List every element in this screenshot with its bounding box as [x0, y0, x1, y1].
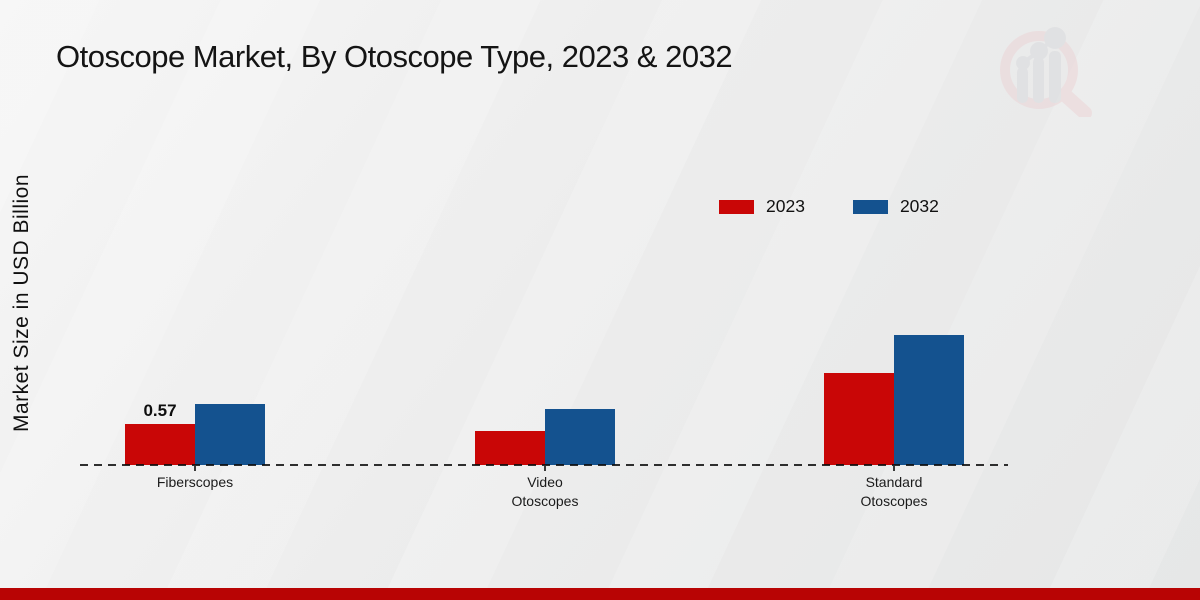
bar-2032-video-otoscopes — [545, 409, 615, 465]
legend-item-2023: 2023 — [719, 196, 805, 217]
category-label-standard-otoscopes: Standard Otoscopes — [860, 474, 928, 509]
x-axis-tick — [893, 466, 895, 471]
market-research-chart-magnifier-logo-icon — [1000, 27, 1092, 120]
legend-item-2032: 2032 — [852, 196, 939, 217]
footer-bar — [0, 588, 1200, 600]
legend-label: 2023 — [766, 196, 805, 216]
brand-watermark — [993, 25, 1097, 122]
bar-2023-fiberscopes: 0.57 — [125, 401, 195, 465]
bar-2032-standard-otoscopes — [894, 335, 964, 465]
category-label-video-otoscopes: Video Otoscopes — [511, 474, 579, 509]
legend: 2023 2032 — [719, 196, 939, 217]
x-axis-baseline — [80, 464, 1008, 466]
x-axis-tick — [544, 466, 546, 471]
legend-label: 2032 — [899, 196, 939, 216]
legend-swatch-icon — [719, 199, 754, 214]
bar-2032-fiberscopes — [195, 404, 265, 465]
bar-value-label: 0.57 — [143, 401, 177, 420]
bar-2023-standard-otoscopes — [824, 373, 894, 465]
category-label-fiberscopes: Fiberscopes — [156, 474, 234, 490]
bar-group-video-otoscopes — [475, 409, 615, 465]
chart-title: Otoscope Market, By Otoscope Type, 2023 … — [56, 39, 733, 74]
x-axis-tick — [194, 466, 196, 471]
bar-2023-video-otoscopes — [475, 431, 545, 465]
bar-group-standard-otoscopes — [824, 335, 964, 465]
legend-swatch-icon — [852, 199, 888, 214]
bar-group-fiberscopes: 0.57 — [125, 401, 265, 465]
